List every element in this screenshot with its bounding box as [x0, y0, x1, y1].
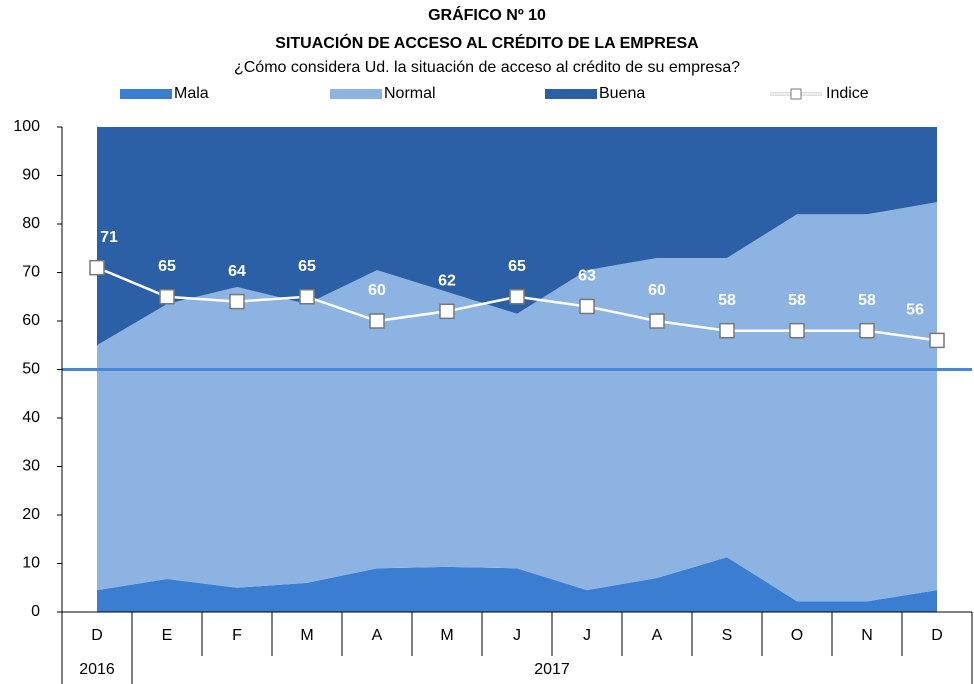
- x-group-label: 2016: [79, 661, 115, 678]
- x-tick-label: D: [931, 627, 943, 644]
- index-label: 71: [100, 229, 118, 246]
- chart-title: GRÁFICO Nº 10: [428, 5, 546, 24]
- legend-marker: [790, 88, 802, 100]
- y-tick-label: 100: [13, 118, 40, 135]
- legend-swatch: [545, 89, 597, 99]
- x-tick-label: A: [652, 627, 663, 644]
- y-tick-label: 60: [22, 312, 40, 329]
- index-label: 60: [368, 282, 386, 299]
- y-tick-label: 40: [22, 409, 40, 426]
- x-tick-label: N: [861, 627, 873, 644]
- area: [97, 202, 937, 602]
- y-tick-label: 50: [22, 361, 40, 378]
- legend-label: Normal: [384, 85, 436, 102]
- index-label: 58: [718, 292, 736, 309]
- index-label: 60: [648, 282, 666, 299]
- index-label: 65: [298, 258, 316, 275]
- y-tick-label: 80: [22, 215, 40, 232]
- index-marker: [859, 322, 875, 339]
- y-tick-label: 10: [22, 555, 40, 572]
- index-label: 65: [508, 258, 526, 275]
- index-label: 56: [906, 302, 924, 319]
- index-label: 58: [788, 292, 806, 309]
- chart-question: ¿Cómo considera Ud. la situación de acce…: [234, 59, 740, 76]
- index-marker: [789, 322, 805, 339]
- index-label: 64: [228, 263, 246, 280]
- index-marker: [649, 313, 665, 329]
- x-group-label: 2017: [534, 661, 570, 678]
- index-marker: [439, 303, 455, 320]
- index-label: 63: [578, 268, 596, 285]
- legend-swatch: [330, 89, 382, 99]
- index-marker: [229, 293, 245, 310]
- x-tick-label: E: [162, 627, 173, 644]
- index-marker: [159, 289, 175, 305]
- index-marker: [579, 298, 595, 315]
- y-tick-label: 0: [31, 603, 40, 620]
- legend-label: Buena: [599, 85, 645, 102]
- legend-swatch: [120, 89, 172, 99]
- legend-label: Indice: [826, 85, 869, 102]
- index-label: 62: [438, 273, 456, 290]
- x-tick-label: S: [722, 627, 733, 644]
- x-tick-label: A: [372, 627, 383, 644]
- x-tick-label: M: [300, 627, 313, 644]
- x-tick-label: F: [232, 627, 242, 644]
- index-label: 58: [858, 292, 876, 309]
- y-tick-label: 70: [22, 264, 40, 281]
- x-tick-label: M: [440, 627, 453, 644]
- index-marker: [299, 289, 315, 305]
- x-tick-label: J: [513, 627, 521, 644]
- index-label: 65: [158, 258, 176, 275]
- index-marker: [369, 313, 385, 329]
- y-tick-label: 20: [22, 506, 40, 523]
- y-tick-label: 90: [22, 167, 40, 184]
- area: [97, 557, 937, 612]
- x-tick-label: O: [791, 627, 803, 644]
- index-marker: [89, 259, 105, 276]
- index-marker: [719, 322, 735, 339]
- legend-label: Mala: [174, 85, 209, 102]
- x-tick-label: D: [91, 627, 103, 644]
- index-marker: [509, 289, 525, 305]
- chart-subtitle: SITUACIÓN DE ACCESO AL CRÉDITO DE LA EMP…: [275, 33, 699, 52]
- x-tick-label: J: [583, 627, 591, 644]
- y-tick-label: 30: [22, 458, 40, 475]
- index-marker: [929, 332, 945, 349]
